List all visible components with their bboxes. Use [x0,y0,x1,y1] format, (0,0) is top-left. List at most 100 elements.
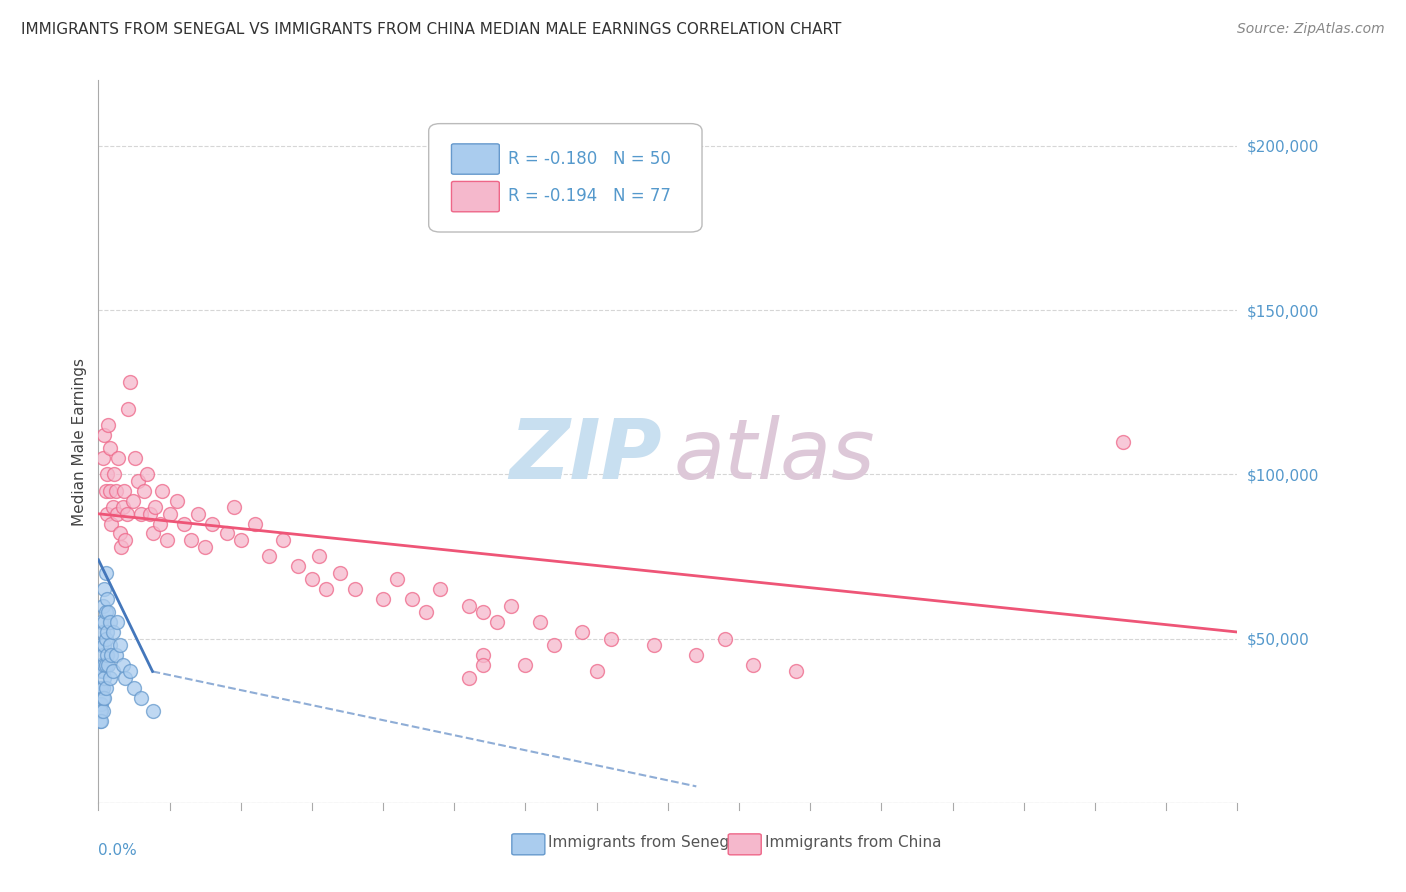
Point [187,507,209,521]
Point [127,474,149,488]
Point [135,467,157,482]
Point [471,657,494,672]
Point [243,516,266,531]
Text: IMMIGRANTS FROM SENEGAL VS IMMIGRANTS FROM CHINA MEDIAN MALE EARNINGS CORRELATIO: IMMIGRANTS FROM SENEGAL VS IMMIGRANTS FR… [21,22,841,37]
Point [96,648,118,662]
Point [93,428,115,442]
Point [529,615,551,630]
Point [222,500,245,515]
Text: R = -0.194   N = 77: R = -0.194 N = 77 [509,187,671,205]
Point [149,516,172,531]
Point [273,533,295,547]
Point [91,665,114,679]
Point [486,615,509,630]
Point [117,401,139,416]
Point [90,698,112,712]
Point [90,638,112,652]
Text: 0.0%: 0.0% [98,843,138,857]
Point [571,625,593,640]
Point [91,681,114,695]
Point [105,615,128,630]
Point [91,599,114,613]
Text: Source: ZipAtlas.com: Source: ZipAtlas.com [1237,22,1385,37]
Point [714,632,737,646]
Point [543,638,565,652]
Point [373,592,395,607]
Point [107,450,129,465]
Point [329,566,352,580]
Point [91,625,114,640]
Point [105,507,128,521]
Point [101,625,124,640]
Point [501,599,523,613]
Point [121,493,143,508]
Point [104,648,127,662]
Point [111,657,134,672]
FancyBboxPatch shape [429,124,702,232]
Point [90,665,112,679]
Point [108,526,131,541]
Point [159,507,181,521]
Point [94,566,117,580]
Point [111,500,134,515]
Point [110,540,132,554]
Point [96,592,118,607]
Point [94,681,117,695]
Point [96,625,118,640]
Point [97,657,120,672]
Point [138,507,160,521]
Point [98,441,121,455]
Point [118,376,141,390]
Point [91,450,114,465]
Point [94,483,117,498]
Point [215,526,238,541]
Point [118,665,141,679]
Point [112,483,135,498]
Point [93,671,115,685]
Point [129,690,152,705]
FancyBboxPatch shape [451,144,499,174]
Y-axis label: Median Male Earnings: Median Male Earnings [72,358,87,525]
Point [471,605,494,619]
Point [201,516,224,531]
Point [103,467,125,482]
Point [600,632,623,646]
Point [94,657,117,672]
Point [94,632,117,646]
Point [90,615,112,630]
Text: R = -0.180   N = 50: R = -0.180 N = 50 [509,150,671,168]
Point [93,582,115,597]
Point [89,681,111,695]
Text: ZIP: ZIP [509,416,662,497]
FancyBboxPatch shape [451,181,499,211]
FancyBboxPatch shape [512,834,546,855]
Point [259,549,281,564]
Point [90,681,112,695]
Point [104,483,127,498]
Point [98,615,121,630]
FancyBboxPatch shape [728,834,761,855]
Point [166,493,188,508]
Point [287,559,309,574]
Point [89,714,111,728]
Point [98,671,121,685]
Point [387,573,409,587]
Point [152,483,174,498]
Point [100,648,122,662]
Point [93,657,115,672]
Point [93,615,115,630]
Point [98,638,121,652]
Point [93,690,115,705]
Point [132,483,155,498]
Point [429,582,451,597]
Point [89,698,111,712]
Point [194,540,217,554]
Point [343,582,366,597]
Point [457,671,479,685]
Point [301,573,323,587]
Point [101,665,124,679]
Point [173,516,195,531]
Point [101,500,124,515]
Point [145,500,167,515]
Point [457,599,479,613]
